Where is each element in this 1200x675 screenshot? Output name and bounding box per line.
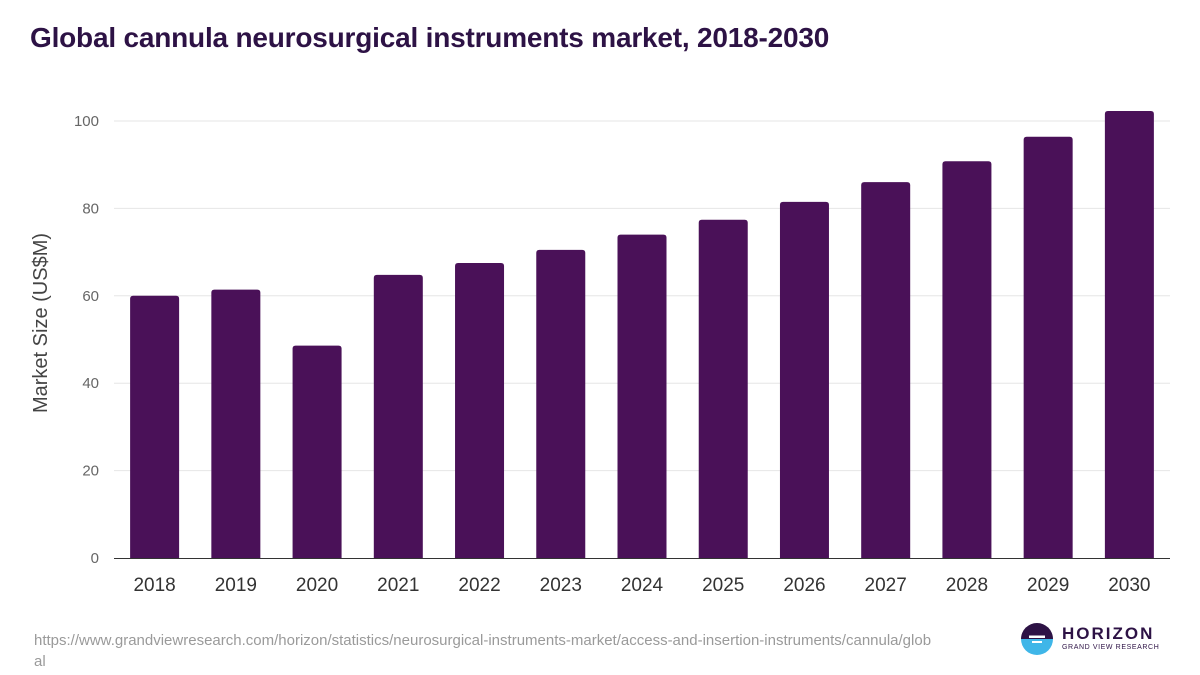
x-tick-label: 2029	[1027, 575, 1069, 596]
chart-title: Global cannula neurosurgical instruments…	[30, 22, 830, 53]
source-url[interactable]: https://www.grandviewresearch.com/horizo…	[34, 632, 932, 670]
x-tick-label: 2020	[296, 575, 338, 596]
x-tick-label: 2018	[133, 575, 175, 596]
x-tick-label: 2024	[621, 575, 664, 596]
logo-name: HORIZON	[1062, 624, 1155, 643]
bar-2025[interactable]	[698, 219, 748, 558]
x-tick-label: 2026	[783, 575, 825, 596]
bar-chart: 0 20 40 60 80 100 2018 2019 2020 2021 2022 2023 2024…	[30, 110, 1170, 596]
bar-2020[interactable]	[292, 345, 342, 558]
x-tick-label: 2025	[702, 575, 744, 596]
y-tick-label: 20	[82, 463, 99, 480]
horizon-logo: HORIZON GRAND VIEW RESEARCH	[1020, 622, 1159, 656]
x-tick-label: 2022	[458, 575, 500, 596]
y-tick-label: 60	[82, 288, 99, 305]
y-tick-label: 40	[82, 375, 99, 392]
bars	[130, 110, 1154, 559]
x-tick-label: 2023	[540, 575, 582, 596]
bar-2030[interactable]	[1104, 110, 1154, 558]
x-tick-label: 2028	[946, 575, 988, 596]
bar-2022[interactable]	[455, 263, 505, 558]
logo-subtitle: GRAND VIEW RESEARCH	[1062, 644, 1160, 651]
y-tick-label: 80	[82, 200, 99, 217]
bar-2027[interactable]	[861, 182, 911, 558]
bar-2029[interactable]	[1023, 136, 1073, 558]
bar-2024[interactable]	[617, 234, 667, 558]
bar-2026[interactable]	[779, 201, 829, 558]
x-tick-label: 2030	[1108, 575, 1150, 596]
y-axis-label: Market Size (US$M)	[30, 233, 52, 413]
y-tick-label: 100	[74, 113, 99, 130]
y-tick-label: 0	[91, 550, 99, 567]
horizon-logo-icon	[1021, 623, 1053, 655]
bar-2021[interactable]	[373, 274, 423, 558]
x-tick-label: 2021	[377, 575, 419, 596]
bar-2018[interactable]	[130, 295, 180, 558]
bar-2028[interactable]	[942, 161, 992, 559]
bar-2023[interactable]	[536, 249, 586, 559]
x-tick-label: 2027	[865, 575, 907, 596]
axes: 0 20 40 60 80 100 2018 2019 2020 2021 2022 2023 2024…	[74, 113, 1170, 596]
bar-2019[interactable]	[211, 289, 261, 558]
x-tick-label: 2019	[215, 575, 257, 596]
